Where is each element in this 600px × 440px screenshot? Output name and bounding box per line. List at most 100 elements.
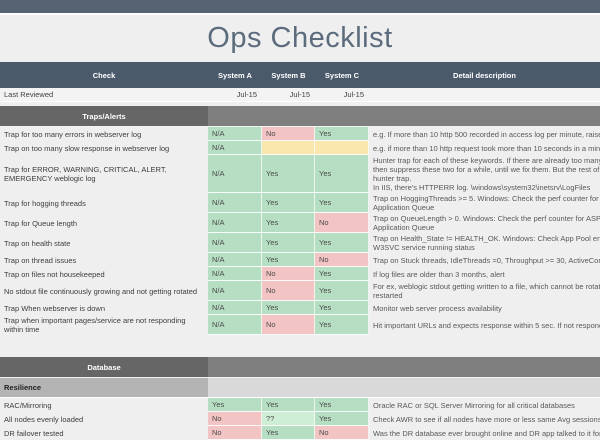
detail-cell[interactable]: e.g. if more than 10 http request took m… — [369, 141, 600, 155]
table-row: Trap on too many slow response in webser… — [0, 141, 600, 155]
check-cell[interactable]: Trap for ERROR, WARNING, CRITICAL, ALERT… — [4, 165, 167, 183]
system-c-cell[interactable] — [315, 141, 369, 155]
system-a-cell[interactable]: N/A — [208, 253, 262, 267]
check-cell[interactable]: DR failover tested — [4, 428, 64, 438]
system-c-cell[interactable]: Yes — [315, 193, 369, 213]
last-reviewed-system-b[interactable]: Jul-15 — [289, 90, 310, 99]
detail-line: Check AWR to see if all nodes have more … — [373, 414, 600, 424]
detail-line: hunter trap. — [373, 174, 412, 183]
check-cell[interactable]: Trap on too many slow response in webser… — [4, 143, 170, 153]
system-a-cell[interactable]: N/A — [208, 281, 262, 301]
system-c-cell[interactable]: Yes — [315, 267, 369, 281]
detail-cell[interactable]: For ex, weblogic stdout getting written … — [369, 281, 600, 301]
system-a-cell[interactable]: N/A — [208, 155, 262, 193]
system-b-cell[interactable]: Yes — [262, 193, 315, 213]
check-cell[interactable]: Trap for Queue length — [4, 218, 78, 228]
system-b-cell[interactable]: ?? — [262, 412, 315, 426]
last-reviewed-system-c[interactable]: Jul-15 — [343, 90, 364, 99]
column-header-detail[interactable]: Detail description — [453, 70, 516, 80]
detail-cell[interactable]: Check AWR to see if all nodes have more … — [369, 412, 600, 426]
system-a-cell[interactable]: N/A — [208, 127, 262, 141]
system-b-cell[interactable]: Yes — [262, 253, 315, 267]
table-row: Trap for ERROR, WARNING, CRITICAL, ALERT… — [0, 155, 600, 193]
system-a-cell[interactable]: No — [208, 412, 262, 426]
system-a-cell[interactable]: N/A — [208, 267, 262, 281]
system-b-cell[interactable]: Yes — [262, 213, 315, 233]
system-c-cell[interactable]: Yes — [315, 281, 369, 301]
system-c-cell[interactable]: Yes — [315, 155, 369, 193]
check-cell[interactable]: No stdout file continuously growing and … — [4, 286, 198, 296]
detail-cell[interactable]: Hunter trap for each of these keywords. … — [369, 155, 600, 193]
check-cell[interactable]: Trap When webserver is down — [4, 303, 106, 313]
detail-line: In IIS, there's HTTPERR log. \windows\sy… — [373, 183, 591, 192]
check-cell[interactable]: Trap on files not housekeeped — [4, 269, 105, 279]
system-a-cell[interactable]: Yes — [208, 398, 262, 412]
last-reviewed-system-a[interactable]: Jul-15 — [236, 90, 257, 99]
system-c-cell[interactable]: Yes — [315, 315, 369, 335]
detail-line: then suppress these two for a while, unt… — [373, 165, 600, 174]
section-header-fill — [208, 106, 600, 126]
check-cell[interactable]: Trap for too many errors in webserver lo… — [4, 129, 142, 139]
system-c-cell[interactable]: Yes — [315, 398, 369, 412]
check-cell[interactable]: Trap for hogging threads — [4, 198, 86, 208]
check-cell[interactable]: Trap on thread issues — [4, 255, 77, 265]
system-c-cell[interactable]: Yes — [315, 412, 369, 426]
system-a-cell[interactable]: N/A — [208, 193, 262, 213]
system-b-cell[interactable]: Yes — [262, 426, 315, 440]
system-b-cell[interactable]: Yes — [262, 398, 315, 412]
check-cell[interactable]: Trap when important pages/service are no… — [4, 316, 186, 334]
divider — [0, 13, 600, 15]
check-cell[interactable]: Trap on health state — [4, 238, 71, 248]
detail-cell[interactable]: If log files are older than 3 months, al… — [369, 267, 600, 281]
system-b-cell[interactable]: Yes — [262, 301, 315, 315]
spacer — [0, 335, 600, 357]
system-b-cell[interactable] — [262, 141, 315, 155]
system-b-cell[interactable]: No — [262, 127, 315, 141]
title-band: Ops Checklist — [0, 15, 600, 62]
system-a-cell[interactable]: N/A — [208, 233, 262, 253]
system-b-cell[interactable]: No — [262, 267, 315, 281]
detail-line: Trap on HoggingThreads >= 5. Windows: Ch… — [373, 194, 600, 203]
system-b-cell[interactable]: No — [262, 315, 315, 335]
section-title: Database — [0, 357, 208, 377]
detail-cell[interactable]: Trap on Stuck threads, IdleThreads =0, T… — [369, 253, 600, 267]
system-a-cell[interactable]: N/A — [208, 301, 262, 315]
detail-line: Application Queue — [373, 203, 435, 212]
system-b-cell[interactable]: Yes — [262, 155, 315, 193]
section-traps-alerts: Traps/Alerts Trap for too many errors in… — [0, 106, 600, 335]
system-b-cell[interactable]: Yes — [262, 233, 315, 253]
column-header-check[interactable]: Check — [92, 70, 116, 80]
system-b-cell[interactable]: No — [262, 281, 315, 301]
detail-cell[interactable]: Trap on HoggingThreads >= 5. Windows: Ch… — [369, 193, 600, 213]
subsection-header-resilience: Resilience — [0, 378, 600, 398]
detail-cell[interactable]: Oracle RAC or SQL Server Mirroring for a… — [369, 398, 600, 412]
page-title: Ops Checklist — [207, 22, 393, 54]
system-a-cell[interactable]: N/A — [208, 315, 262, 335]
system-c-cell[interactable]: Yes — [315, 127, 369, 141]
detail-line: W3SVC service running status — [373, 243, 475, 252]
column-header-system-c[interactable]: System C — [324, 70, 360, 80]
system-c-cell[interactable]: No — [315, 213, 369, 233]
detail-cell[interactable]: Hit important URLs and expects response … — [369, 315, 600, 335]
system-c-cell[interactable]: Yes — [315, 301, 369, 315]
system-a-cell[interactable]: No — [208, 426, 262, 440]
system-c-cell[interactable]: Yes — [315, 233, 369, 253]
system-c-cell[interactable]: No — [315, 426, 369, 440]
detail-cell[interactable]: e.g. If more than 10 http 500 recorded i… — [369, 127, 600, 141]
detail-line: Trap on QueueLength > 0. Windows: Check … — [373, 214, 600, 223]
table-row: Trap When webserver is down N/A Yes Yes Moni… — [0, 301, 600, 315]
system-a-cell[interactable]: N/A — [208, 141, 262, 155]
column-header-system-a[interactable]: System A — [218, 70, 252, 80]
detail-cell[interactable]: Monitor web server process availability — [369, 301, 600, 315]
column-header-system-b[interactable]: System B — [271, 70, 306, 80]
check-cell[interactable]: RAC/Mirroring — [4, 400, 52, 410]
table-row: Trap on health state N/A Yes Yes Trap on Hea… — [0, 233, 600, 253]
detail-cell[interactable]: Was the DR database ever brought online … — [369, 426, 600, 440]
detail-cell[interactable]: Trap on QueueLength > 0. Windows: Check … — [369, 213, 600, 233]
check-cell[interactable]: All nodes evenly loaded — [4, 414, 84, 424]
detail-cell[interactable]: Trap on Health_State != HEALTH_OK. Windo… — [369, 233, 600, 253]
database-rows: RAC/Mirroring Yes Yes Yes Oracle RAC or SQL … — [0, 398, 600, 440]
system-c-cell[interactable]: No — [315, 253, 369, 267]
table-row: Trap when important pages/service are no… — [0, 315, 600, 335]
system-a-cell[interactable]: N/A — [208, 213, 262, 233]
